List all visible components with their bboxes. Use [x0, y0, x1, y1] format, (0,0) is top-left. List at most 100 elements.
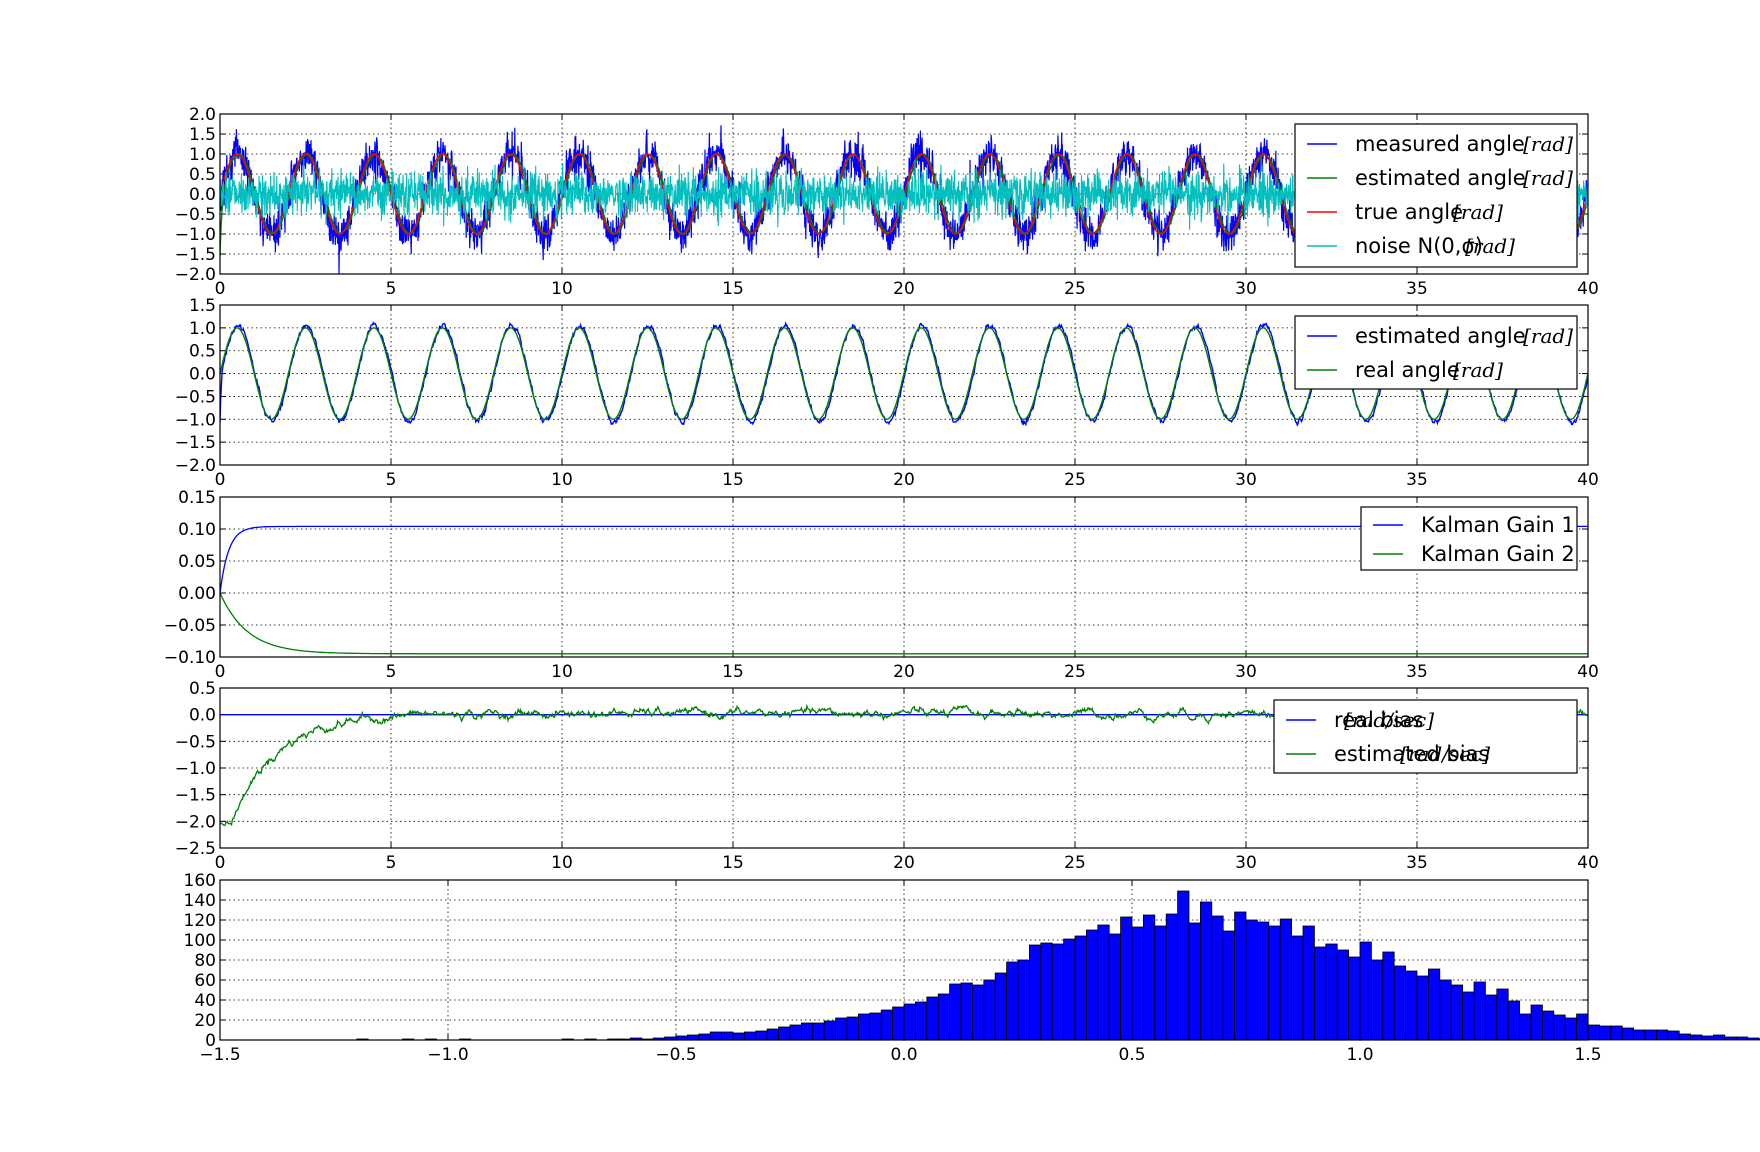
- x-tick-label: 0.5: [1118, 1045, 1145, 1065]
- legend-label: measured angle: [1355, 132, 1525, 156]
- y-tick-label: −2.0: [175, 265, 216, 285]
- histogram-bar: [1120, 916, 1133, 1041]
- x-tick-label: 15: [722, 470, 744, 490]
- histogram-bar: [1302, 925, 1315, 1041]
- histogram-bar: [1291, 935, 1304, 1041]
- histogram-bar: [1029, 944, 1042, 1041]
- histogram-bar: [1621, 1027, 1634, 1041]
- x-tick-label: 5: [386, 662, 397, 682]
- histogram-bar: [698, 1033, 711, 1041]
- legend-label: true angle: [1355, 200, 1463, 224]
- legend-label: estimated angle: [1355, 166, 1526, 190]
- x-tick-label: −1.5: [199, 1045, 240, 1065]
- y-tick-label: 0.05: [178, 552, 216, 572]
- x-tick-label: 15: [722, 853, 744, 873]
- x-tick-label: 20: [893, 470, 915, 490]
- histogram-bar: [1314, 946, 1327, 1041]
- histogram-bar: [1473, 981, 1486, 1041]
- x-tick-label: 20: [893, 662, 915, 682]
- histogram-bar: [1667, 1030, 1680, 1041]
- x-tick-label: 35: [1406, 662, 1428, 682]
- histogram-bar: [1656, 1029, 1669, 1041]
- histogram-bar: [732, 1032, 745, 1041]
- axes-3: 0 5 10 15 20 25 30 35 40 −0.10 −0.05 0.00 0.05 0.10 0.…: [164, 488, 1599, 682]
- y-tick-label: 60: [194, 971, 216, 991]
- histogram-bar: [1234, 911, 1247, 1041]
- x-tick-label: 1.5: [1574, 1045, 1601, 1065]
- legend-unit: [rad]: [1453, 200, 1503, 224]
- histogram-bar: [1633, 1029, 1646, 1041]
- x-tick-label: −0.5: [655, 1045, 696, 1065]
- histogram-bar: [687, 1034, 700, 1041]
- legend-unit: [rad]: [1523, 132, 1573, 156]
- histogram-bar: [1086, 929, 1099, 1041]
- x-tick-label: 0: [215, 470, 226, 490]
- legend-2: estimated angle[rad]real angle[rad]: [1294, 315, 1578, 390]
- axes-frame: [219, 304, 1589, 466]
- axes-2: 0 5 10 15 20 25 30 35 40 −2.0 −1.5 −1.0 −0.50.0 0.5 1.…: [175, 296, 1599, 490]
- histogram-bar: [1359, 941, 1372, 1041]
- histogram-bar: [812, 1022, 825, 1041]
- y-tick-label: 1.5: [189, 296, 216, 316]
- y-tick-label: 140: [184, 891, 216, 911]
- histogram-bar: [960, 982, 973, 1041]
- y-tick-label: 1.5: [189, 125, 216, 145]
- legend-unit: [rad]: [1453, 358, 1503, 382]
- histogram-bar: [937, 993, 951, 1041]
- histogram-bar: [744, 1031, 757, 1041]
- histogram-bar: [1701, 1035, 1714, 1041]
- legend-1: measured angle[rad]estimated angle[rad]t…: [1294, 123, 1578, 268]
- x-tick-label: 10: [551, 279, 573, 299]
- histogram-bar: [721, 1031, 734, 1041]
- x-tick-label: 0: [215, 662, 226, 682]
- legend-box: [1273, 699, 1578, 774]
- histogram-bar: [1200, 901, 1213, 1041]
- y-tick-label: −0.05: [164, 616, 216, 636]
- histogram-bar: [835, 1017, 848, 1041]
- histogram-bars: [356, 890, 1760, 1041]
- histogram-bar: [1040, 942, 1053, 1041]
- x-tick-label: 1.0: [1346, 1045, 1373, 1065]
- histogram-bar: [1462, 991, 1475, 1041]
- histogram-bar: [1507, 1000, 1520, 1041]
- x-tick-label: 0: [215, 279, 226, 299]
- histogram-bar: [994, 972, 1008, 1041]
- histogram-bar: [1074, 935, 1087, 1041]
- x-tick-label: 15: [722, 662, 744, 682]
- y-tick-label: −1.0: [175, 225, 216, 245]
- histogram-bar: [1678, 1033, 1691, 1041]
- histogram-bar: [1165, 913, 1178, 1041]
- histogram-bar: [1496, 988, 1509, 1041]
- histogram-bar: [1576, 1013, 1589, 1041]
- legend-unit: [rad/sec]: [1344, 708, 1434, 732]
- legend-unit: [rad]: [1465, 234, 1515, 258]
- y-tick-label: −1.5: [175, 433, 216, 453]
- x-tick-label: 35: [1406, 279, 1428, 299]
- x-tick-label: 5: [386, 853, 397, 873]
- histogram-bar: [1713, 1034, 1726, 1041]
- histogram-bar: [1587, 1024, 1600, 1041]
- legend-unit: [rad]: [1523, 324, 1573, 348]
- histogram-bar: [926, 996, 939, 1041]
- x-tick-label: 0: [215, 853, 226, 873]
- x-tick-label: 40: [1577, 279, 1599, 299]
- histogram-bar: [1131, 926, 1144, 1041]
- x-tick-label: 5: [386, 279, 397, 299]
- legend-unit: [rad/sec]: [1400, 742, 1490, 766]
- y-tick-label: 0.5: [189, 679, 216, 699]
- legend-unit: [rad]: [1523, 166, 1573, 190]
- histogram-bar: [1063, 938, 1076, 1041]
- histogram-bar: [1017, 959, 1030, 1041]
- legend-label: estimated bias: [1334, 742, 1489, 766]
- x-tick-label: 20: [893, 853, 915, 873]
- legend-box: [1360, 506, 1578, 571]
- y-tick-label: 0.00: [178, 584, 216, 604]
- histogram-bar: [869, 1012, 882, 1041]
- series-real-angle: [220, 327, 1588, 421]
- y-tick-label: 100: [184, 931, 216, 951]
- x-tick-label: 10: [551, 662, 573, 682]
- histogram-bar: [1530, 1004, 1543, 1041]
- y-tick-label: 80: [194, 951, 216, 971]
- axes-frame: [219, 113, 1589, 275]
- x-tick-label: 10: [551, 853, 573, 873]
